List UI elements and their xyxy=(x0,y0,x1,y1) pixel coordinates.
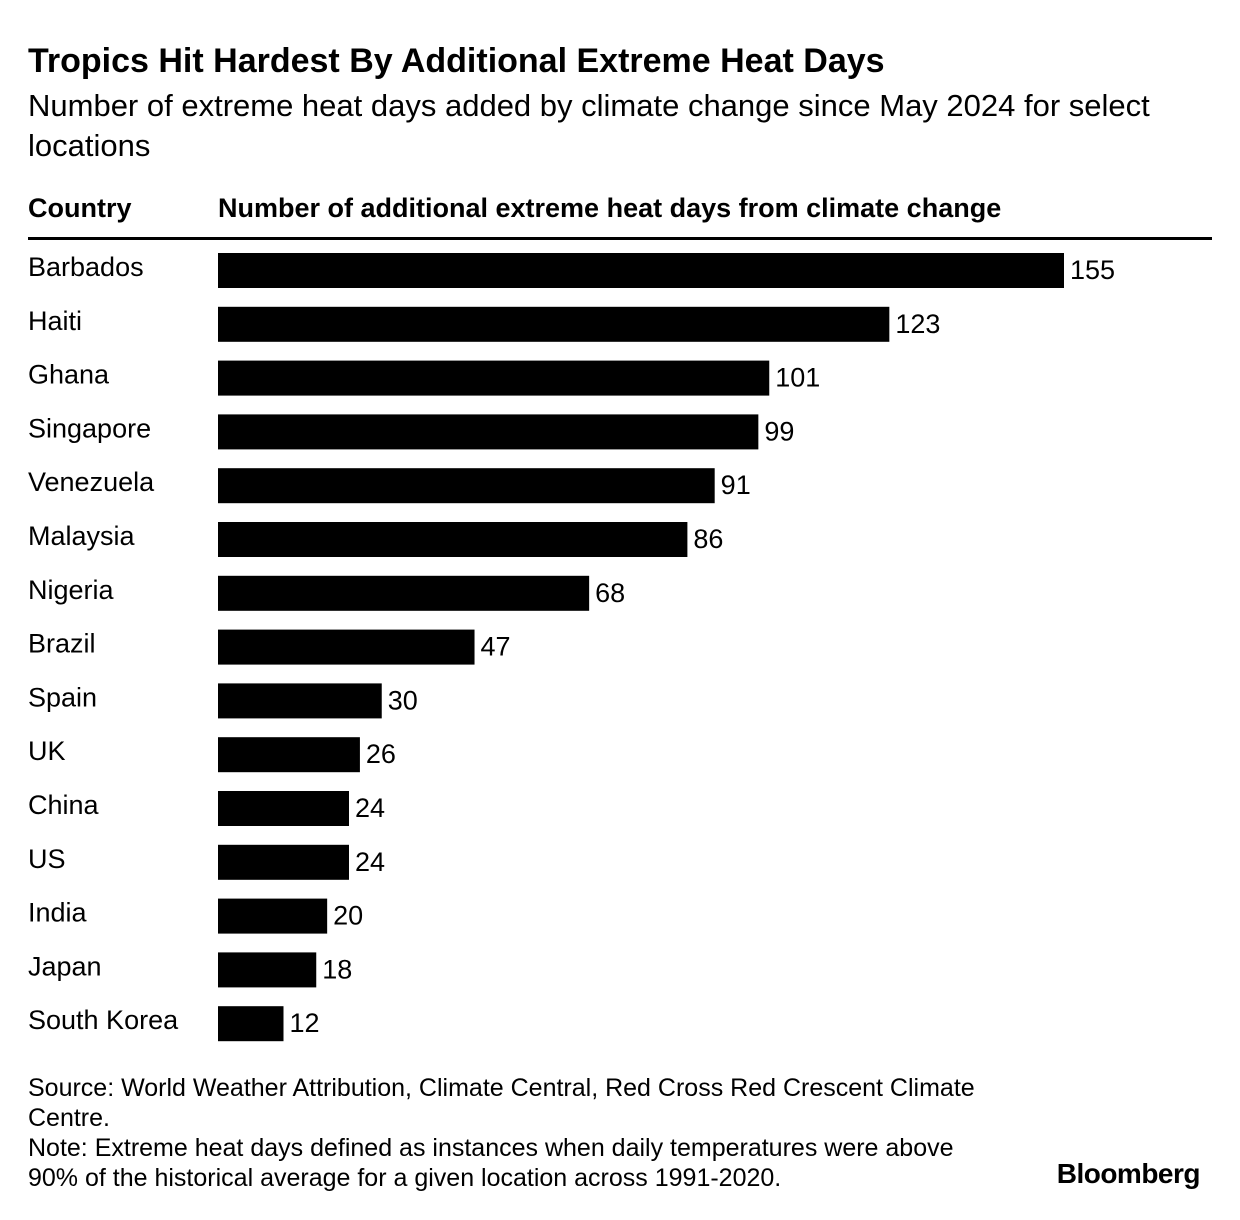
bar-nigeria xyxy=(218,575,590,611)
category-label-malaysia: Malaysia xyxy=(28,521,136,551)
value-label-malaysia: 86 xyxy=(693,524,723,554)
chart-subtitle: Number of extreme heat days added by cli… xyxy=(28,88,1150,163)
category-label-spain: Spain xyxy=(28,682,97,712)
column-header-value: Number of additional extreme heat days f… xyxy=(218,193,1002,223)
category-label-ghana: Ghana xyxy=(28,360,110,390)
header-divider xyxy=(28,237,1212,240)
category-label-south-korea: South Korea xyxy=(28,1005,179,1035)
bar-spain xyxy=(218,683,382,719)
value-label-south-korea: 12 xyxy=(289,1008,319,1038)
column-header-country: Country xyxy=(28,193,132,223)
value-label-us: 24 xyxy=(355,847,385,877)
bloomberg-logo: Bloomberg xyxy=(1056,1158,1201,1189)
category-label-india: India xyxy=(28,898,88,928)
footnotes: Source: World Weather Attribution, Clima… xyxy=(28,1073,988,1193)
category-label-haiti: Haiti xyxy=(28,306,82,336)
category-label-nigeria: Nigeria xyxy=(28,575,115,605)
value-label-japan: 18 xyxy=(322,954,352,984)
value-label-nigeria: 68 xyxy=(595,578,625,608)
bar-malaysia xyxy=(218,522,688,557)
bar-south-korea xyxy=(218,1006,284,1042)
bar-china xyxy=(218,791,349,826)
bar-japan xyxy=(218,952,317,988)
value-label-spain: 30 xyxy=(388,685,418,715)
bar-venezuela xyxy=(218,468,715,504)
bar-haiti xyxy=(218,306,890,342)
category-label-venezuela: Venezuela xyxy=(28,467,155,497)
bar-india xyxy=(218,898,328,934)
category-label-china: China xyxy=(28,790,100,820)
value-label-haiti: 123 xyxy=(895,309,940,339)
source-note: Source: World Weather Attribution, Clima… xyxy=(28,1074,975,1132)
category-label-barbados: Barbados xyxy=(28,252,144,282)
category-label-brazil: Brazil xyxy=(28,629,96,659)
definition-note: Note: Extreme heat days defined as insta… xyxy=(28,1134,954,1192)
category-label-singapore: Singapore xyxy=(28,413,151,443)
value-label-barbados: 155 xyxy=(1070,255,1115,285)
value-label-brazil: 47 xyxy=(481,632,511,662)
category-label-us: US xyxy=(28,844,66,874)
category-label-uk: UK xyxy=(28,736,66,766)
value-label-ghana: 101 xyxy=(775,363,820,393)
bar-us xyxy=(218,844,349,880)
bar-chart: Barbados 155 Haiti 123 Ghana 101 Singapore 99 Ve… xyxy=(28,252,1115,1042)
bar-barbados xyxy=(218,253,1064,288)
chart-title: Tropics Hit Hardest By Additional Extrem… xyxy=(28,42,885,80)
value-label-venezuela: 91 xyxy=(721,470,751,500)
value-label-singapore: 99 xyxy=(764,416,794,446)
bar-ghana xyxy=(218,360,770,396)
value-label-uk: 26 xyxy=(366,739,396,769)
value-label-india: 20 xyxy=(333,901,363,931)
bar-singapore xyxy=(218,414,759,450)
category-label-japan: Japan xyxy=(28,951,102,981)
bar-uk xyxy=(218,737,360,773)
value-label-china: 24 xyxy=(355,793,385,823)
bar-brazil xyxy=(218,629,475,665)
